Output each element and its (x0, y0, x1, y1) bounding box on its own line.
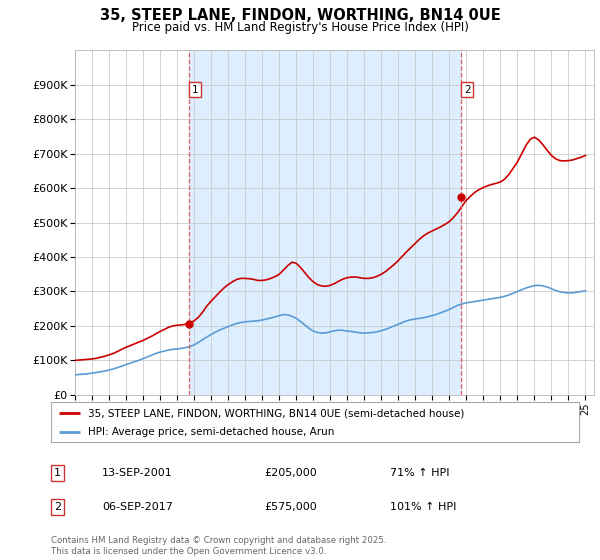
Text: 06-SEP-2017: 06-SEP-2017 (102, 502, 173, 512)
Text: 1: 1 (54, 468, 61, 478)
Text: 35, STEEP LANE, FINDON, WORTHING, BN14 0UE (semi-detached house): 35, STEEP LANE, FINDON, WORTHING, BN14 0… (88, 408, 464, 418)
Text: 1: 1 (191, 85, 198, 95)
Text: Price paid vs. HM Land Registry's House Price Index (HPI): Price paid vs. HM Land Registry's House … (131, 21, 469, 34)
Text: £575,000: £575,000 (264, 502, 317, 512)
Text: 13-SEP-2001: 13-SEP-2001 (102, 468, 173, 478)
Bar (189, 50, 461, 395)
Text: 35, STEEP LANE, FINDON, WORTHING, BN14 0UE: 35, STEEP LANE, FINDON, WORTHING, BN14 0… (100, 8, 500, 24)
Text: HPI: Average price, semi-detached house, Arun: HPI: Average price, semi-detached house,… (88, 427, 334, 437)
Text: 101% ↑ HPI: 101% ↑ HPI (390, 502, 457, 512)
Text: 2: 2 (464, 85, 470, 95)
Text: 71% ↑ HPI: 71% ↑ HPI (390, 468, 449, 478)
Text: 2: 2 (54, 502, 61, 512)
Text: £205,000: £205,000 (264, 468, 317, 478)
Text: Contains HM Land Registry data © Crown copyright and database right 2025.
This d: Contains HM Land Registry data © Crown c… (51, 536, 386, 556)
